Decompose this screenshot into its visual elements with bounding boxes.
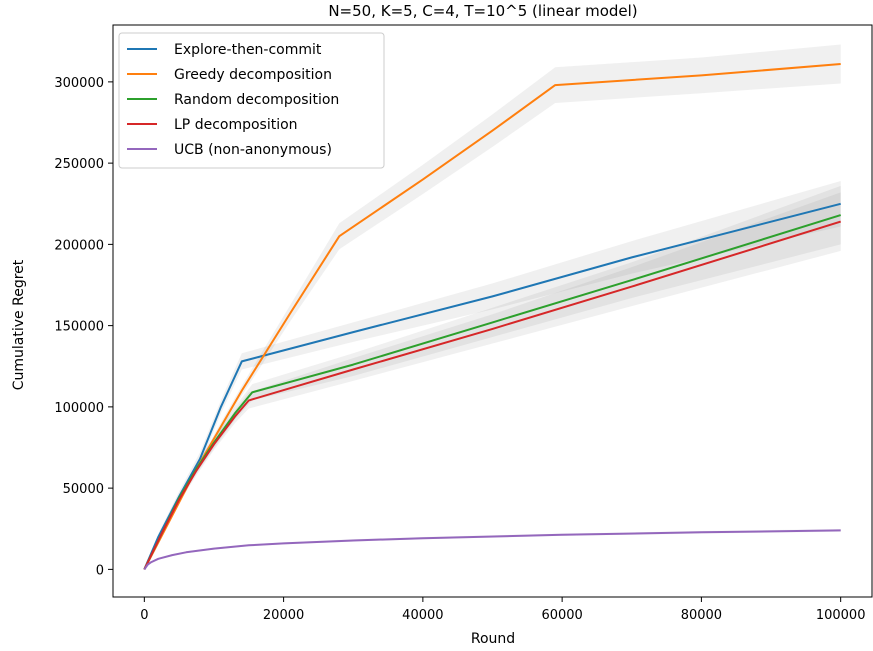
x-tick-label: 40000 <box>402 608 443 623</box>
series-band-2 <box>144 185 841 570</box>
legend-label-2: Random decomposition <box>174 92 339 108</box>
x-tick-label: 0 <box>140 608 148 623</box>
series-band-3 <box>144 192 841 570</box>
y-tick-label: 0 <box>96 563 104 578</box>
legend-label-1: Greedy decomposition <box>174 67 332 83</box>
series-line-1 <box>143 63 841 570</box>
x-tick-label: 100000 <box>816 608 866 623</box>
legend-box <box>118 32 385 169</box>
y-tick-label: 250000 <box>54 157 104 172</box>
legend-label-3: LP decomposition <box>174 117 298 133</box>
series-line-0 <box>143 202 841 570</box>
y-tick-label: 50000 <box>63 482 104 497</box>
legend-label-0: Explore-then-commit <box>174 42 322 58</box>
x-axis-title: Round <box>471 631 515 647</box>
chart-title: N=50, K=5, C=4, T=10^5 (linear model) <box>328 2 637 20</box>
series-band-0 <box>144 181 841 570</box>
series-line-4 <box>143 529 841 570</box>
y-axis-title: Cumulative Regret <box>11 259 27 390</box>
x-tick-label: 80000 <box>681 608 722 623</box>
x-tick-label: 60000 <box>541 608 582 623</box>
y-tick-label: 150000 <box>54 320 104 335</box>
y-tick-label: 100000 <box>54 401 104 416</box>
legend-label-4: UCB (non-anonymous) <box>174 142 332 158</box>
y-tick-label: 200000 <box>54 238 104 253</box>
plot-frame <box>112 24 873 598</box>
x-tick-label: 20000 <box>263 608 304 623</box>
legend: Explore-then-commit Greedy decomposition R… <box>118 32 385 169</box>
series-line-3 <box>143 220 841 570</box>
axes: 0 20000 40000 60000 80000 100000 0 50000 100000 1… <box>54 24 873 623</box>
series-lines <box>143 63 841 570</box>
y-tick-label: 300000 <box>54 76 104 91</box>
